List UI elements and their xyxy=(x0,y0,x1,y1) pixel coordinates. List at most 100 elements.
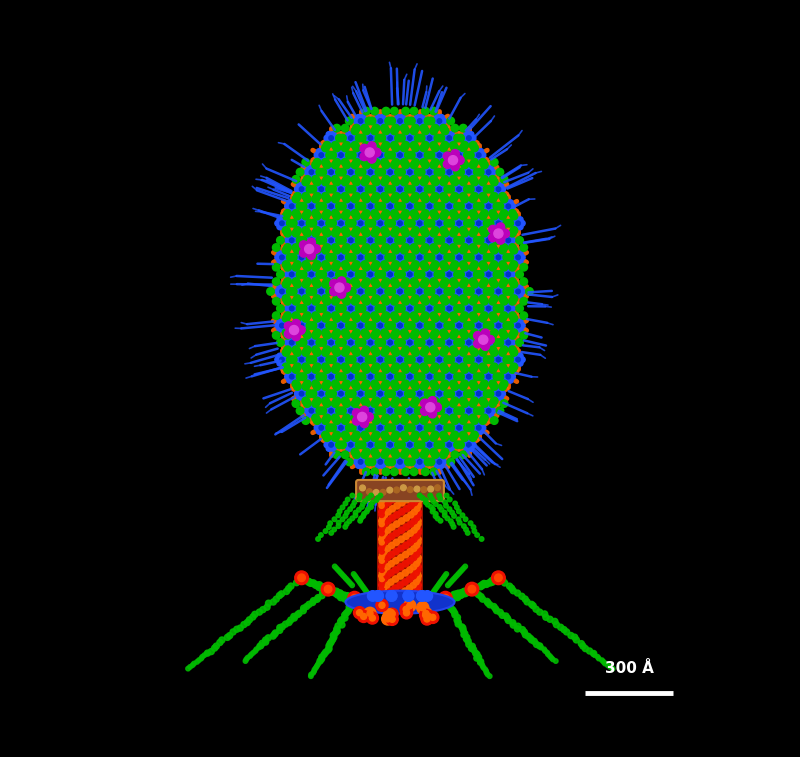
Circle shape xyxy=(349,204,353,208)
Circle shape xyxy=(474,168,481,176)
Circle shape xyxy=(400,247,408,254)
Circle shape xyxy=(434,485,440,491)
Circle shape xyxy=(386,167,394,176)
Circle shape xyxy=(310,241,316,247)
Circle shape xyxy=(451,124,458,132)
Circle shape xyxy=(444,220,451,227)
Circle shape xyxy=(488,200,494,205)
Circle shape xyxy=(306,309,312,315)
Circle shape xyxy=(354,152,359,158)
Circle shape xyxy=(414,285,421,291)
Circle shape xyxy=(277,224,282,229)
Circle shape xyxy=(316,319,322,325)
Circle shape xyxy=(468,446,474,451)
Circle shape xyxy=(421,357,426,363)
Circle shape xyxy=(447,204,451,208)
Circle shape xyxy=(342,322,348,329)
Circle shape xyxy=(416,512,421,518)
Circle shape xyxy=(375,182,381,188)
Circle shape xyxy=(366,166,371,171)
Circle shape xyxy=(411,340,417,345)
Circle shape xyxy=(419,354,425,359)
Circle shape xyxy=(486,220,494,227)
Circle shape xyxy=(299,357,304,362)
Circle shape xyxy=(434,585,438,590)
Circle shape xyxy=(470,340,476,345)
Circle shape xyxy=(468,370,474,376)
Circle shape xyxy=(340,190,346,195)
Circle shape xyxy=(441,254,446,260)
Circle shape xyxy=(460,391,466,397)
Circle shape xyxy=(426,612,439,624)
Circle shape xyxy=(378,407,386,415)
Circle shape xyxy=(360,292,366,298)
Circle shape xyxy=(405,309,410,315)
Circle shape xyxy=(357,596,363,603)
Circle shape xyxy=(346,254,353,261)
Circle shape xyxy=(422,278,429,285)
Circle shape xyxy=(375,319,381,325)
Circle shape xyxy=(454,593,461,600)
Circle shape xyxy=(402,551,409,558)
Circle shape xyxy=(413,357,418,363)
Circle shape xyxy=(415,579,421,584)
Circle shape xyxy=(399,148,405,154)
Circle shape xyxy=(297,182,302,188)
Circle shape xyxy=(506,375,510,379)
Circle shape xyxy=(518,224,523,229)
Circle shape xyxy=(382,512,388,518)
Circle shape xyxy=(463,564,467,569)
Circle shape xyxy=(430,434,438,441)
Circle shape xyxy=(430,468,438,475)
Circle shape xyxy=(205,650,210,656)
Circle shape xyxy=(383,136,389,141)
Circle shape xyxy=(410,573,417,579)
Circle shape xyxy=(292,278,300,285)
Circle shape xyxy=(461,414,469,422)
Circle shape xyxy=(470,417,478,425)
Circle shape xyxy=(250,614,256,620)
Circle shape xyxy=(362,210,370,217)
Circle shape xyxy=(348,581,353,586)
Circle shape xyxy=(457,357,462,362)
Circle shape xyxy=(283,588,290,594)
Circle shape xyxy=(353,212,360,220)
Circle shape xyxy=(392,124,400,132)
Circle shape xyxy=(472,529,477,534)
Circle shape xyxy=(434,236,442,244)
Circle shape xyxy=(378,441,386,449)
Circle shape xyxy=(390,229,398,237)
Circle shape xyxy=(312,332,319,339)
Circle shape xyxy=(388,204,393,208)
Circle shape xyxy=(350,302,356,308)
Circle shape xyxy=(491,186,497,192)
Circle shape xyxy=(316,394,322,400)
Circle shape xyxy=(370,370,375,376)
Circle shape xyxy=(323,529,328,534)
Circle shape xyxy=(444,598,451,605)
Circle shape xyxy=(440,260,447,269)
Circle shape xyxy=(418,289,422,294)
Circle shape xyxy=(326,235,336,245)
Circle shape xyxy=(337,253,346,262)
Bar xyxy=(377,500,423,594)
Circle shape xyxy=(416,573,422,578)
Circle shape xyxy=(474,326,479,332)
Circle shape xyxy=(319,407,326,415)
Circle shape xyxy=(296,271,304,279)
Circle shape xyxy=(461,176,469,183)
Circle shape xyxy=(277,339,284,347)
Circle shape xyxy=(484,275,490,281)
Circle shape xyxy=(425,133,434,142)
Circle shape xyxy=(494,292,499,298)
Circle shape xyxy=(379,428,386,435)
Circle shape xyxy=(441,322,446,329)
Circle shape xyxy=(340,319,346,325)
Circle shape xyxy=(399,463,405,469)
Circle shape xyxy=(375,601,382,608)
Circle shape xyxy=(296,373,304,381)
Circle shape xyxy=(277,217,282,223)
Circle shape xyxy=(454,505,459,509)
Circle shape xyxy=(477,323,481,328)
Circle shape xyxy=(390,378,395,383)
